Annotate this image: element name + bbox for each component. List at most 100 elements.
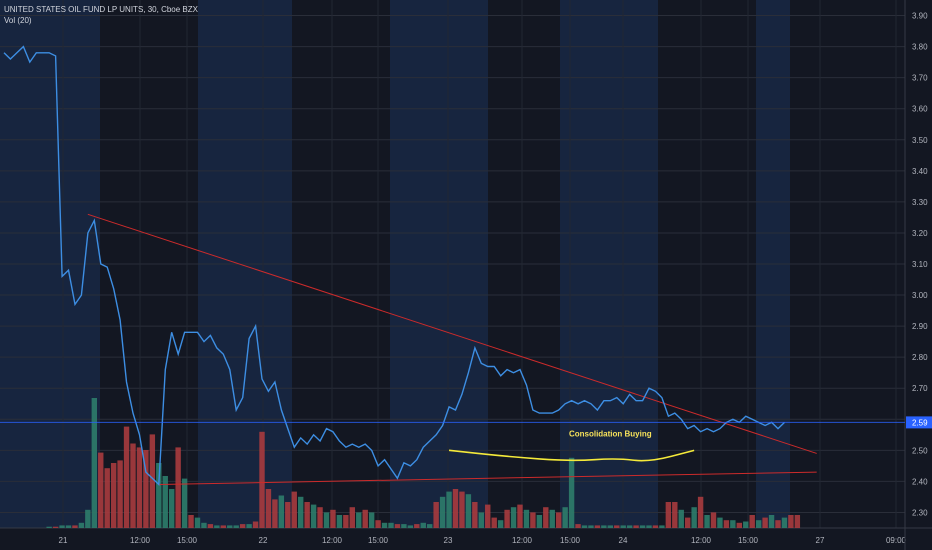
volume-bar [562, 507, 568, 528]
volume-bar [381, 522, 388, 528]
volume-bar [52, 526, 59, 528]
y-tick-label: 2.80 [912, 353, 928, 362]
y-tick-label: 3.30 [912, 198, 928, 207]
volume-bar [188, 515, 194, 528]
volume-bar [246, 524, 252, 528]
volume-bar [549, 509, 555, 528]
x-tick-label: 12:00 [512, 536, 533, 545]
volume-bar [781, 517, 788, 528]
y-tick-label: 3.00 [912, 291, 928, 300]
volume-legend: Vol (20) [4, 16, 32, 25]
volume-bar [220, 525, 226, 528]
x-tick-label: 15:00 [177, 536, 198, 545]
y-tick-label: 2.90 [912, 322, 928, 331]
volume-bar [72, 525, 78, 528]
volume-bar [85, 509, 91, 528]
volume-bar [446, 491, 452, 528]
volume-bar [530, 512, 536, 528]
volume-bar [743, 521, 749, 528]
volume-bar [614, 525, 620, 528]
volume-bar [414, 524, 420, 528]
volume-bar [349, 507, 355, 528]
volume-bar [104, 468, 110, 528]
y-tick-label: 2.40 [912, 477, 928, 486]
volume-bar [588, 525, 594, 528]
volume-bar [420, 522, 426, 528]
volume-bar [388, 522, 394, 528]
volume-bar [794, 515, 801, 528]
volume-bar [181, 478, 188, 528]
volume-bar [594, 525, 601, 528]
volume-bar [523, 509, 530, 528]
x-tick-label: 15:00 [560, 536, 581, 545]
volume-bar [723, 520, 730, 528]
volume-bar [717, 517, 723, 528]
volume-bar [375, 520, 381, 528]
volume-bar [697, 496, 704, 528]
volume-bar [581, 525, 588, 528]
y-tick-label: 3.40 [912, 167, 928, 176]
y-tick-label: 3.90 [912, 12, 928, 21]
volume-bar [510, 507, 517, 528]
volume-bar [639, 525, 646, 528]
symbol-legend: UNITED STATES OIL FUND LP UNITS, 30, Cbo… [4, 5, 198, 14]
volume-bar [343, 515, 349, 528]
y-tick-label: 2.30 [912, 508, 928, 517]
y-tick-label: 3.80 [912, 43, 928, 52]
last-price-label: 2.59 [912, 418, 928, 427]
y-tick-label: 3.20 [912, 229, 928, 238]
volume-bar [278, 495, 285, 528]
volume-bar [491, 517, 497, 528]
x-tick-label: 12:00 [691, 536, 712, 545]
volume-bar [169, 489, 175, 528]
volume-bar [252, 521, 259, 528]
volume-bar [775, 520, 781, 528]
x-tick-label: 21 [59, 536, 68, 545]
volume-bar [620, 525, 626, 528]
volume-bar [201, 522, 207, 528]
annotation-curve [448, 449, 695, 462]
volume-bar [459, 491, 465, 528]
volume-bar [736, 522, 742, 528]
x-tick-label: 22 [259, 536, 268, 545]
volume-bar [336, 515, 343, 528]
y-tick-label: 2.70 [912, 384, 928, 393]
volume-bar [607, 525, 613, 528]
x-tick-label: 27 [816, 536, 825, 545]
volume-bar [485, 504, 491, 528]
volume-bar [194, 517, 201, 528]
volume-bar [768, 515, 775, 528]
volume-bar [730, 520, 736, 528]
y-tick-label: 3.10 [912, 260, 928, 269]
volume-bar [504, 509, 510, 528]
lower-trendline [158, 471, 817, 486]
volume-bar [175, 447, 181, 528]
volume-bar [233, 525, 239, 528]
volume-bar [227, 525, 233, 528]
x-tick-label: 24 [619, 536, 628, 545]
volume-bar [149, 434, 156, 528]
volume-bar [659, 525, 665, 528]
volume-bar [78, 522, 85, 528]
volume-bar [497, 520, 504, 528]
x-tick-label: 09:00 [886, 536, 907, 545]
volume-bar [46, 526, 52, 528]
volume-bar [323, 512, 330, 528]
volume-bar [601, 525, 607, 528]
volume-bar [136, 447, 143, 528]
volume-bar [91, 398, 97, 528]
volume-bar [452, 489, 459, 528]
volume-bar [704, 515, 710, 528]
volume-bar [98, 452, 104, 528]
x-tick-label: 12:00 [130, 536, 151, 545]
volume-bar [214, 525, 220, 528]
volume-bar [556, 512, 562, 528]
volume-bar [465, 494, 472, 528]
volume-bar [472, 502, 478, 528]
volume-bar [304, 502, 310, 528]
volume-bar [691, 507, 697, 528]
volume-bar [672, 502, 678, 528]
x-tick-label: 15:00 [738, 536, 759, 545]
volume-bar [665, 502, 672, 528]
